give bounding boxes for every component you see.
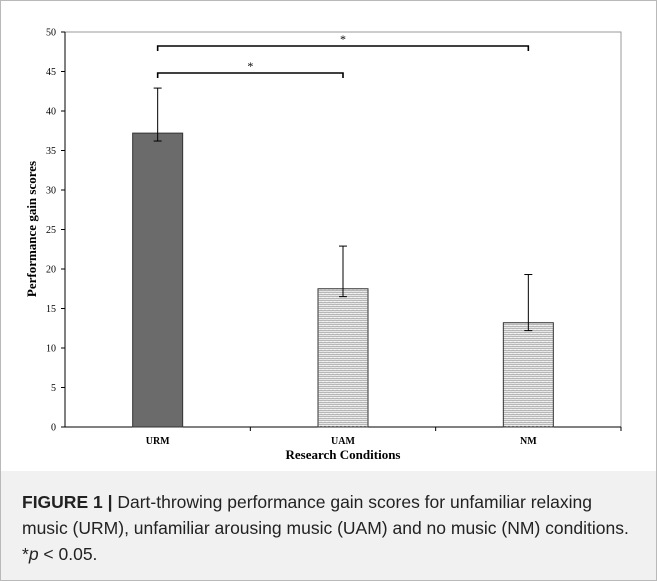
caption-label: FIGURE 1 | — [22, 492, 113, 512]
significance-brackets: ** — [156, 32, 530, 78]
error-bars — [153, 87, 533, 332]
figure-caption: FIGURE 1 | Dart-throwing performance gai… — [22, 489, 637, 567]
x-tick-label: UAM — [331, 436, 355, 447]
caption-p-prefix: * — [22, 544, 29, 564]
x-tick-label: NM — [520, 436, 537, 447]
bar-urm — [132, 132, 184, 428]
y-tick-label: 25 — [46, 225, 56, 236]
y-tick-label: 50 — [46, 28, 56, 39]
bars — [132, 132, 554, 428]
caption-area — [1, 471, 656, 580]
y-tick-label: 35 — [46, 146, 56, 157]
y-tick-label: 0 — [51, 423, 56, 434]
bar-nm — [502, 322, 554, 428]
y-tick-label: 40 — [46, 107, 56, 118]
caption-p-rest: < 0.05. — [38, 544, 98, 564]
bar-uam — [317, 288, 369, 428]
significance-bracket — [156, 45, 530, 51]
y-tick-label: 20 — [46, 265, 56, 276]
y-tick-label: 30 — [46, 186, 56, 197]
x-axis-ticks: URM UAM NM — [146, 427, 622, 447]
significance-bracket — [156, 72, 344, 78]
y-tick-label: 45 — [46, 67, 56, 78]
y-axis-label: Performance gain scores — [24, 161, 39, 297]
caption-p-symbol: p — [28, 544, 39, 564]
significance-star: * — [340, 32, 346, 46]
x-axis-label: Research Conditions — [286, 447, 401, 462]
x-tick-label: URM — [146, 436, 170, 447]
significance-star: * — [247, 59, 253, 73]
y-tick-label: 5 — [51, 383, 56, 394]
caption-text: Dart-throwing performance gain scores fo… — [22, 492, 629, 538]
y-axis-ticks: 0 5 10 15 20 25 30 35 40 45 50 — [46, 28, 65, 434]
y-tick-label: 10 — [46, 344, 56, 355]
y-tick-label: 15 — [46, 304, 56, 315]
